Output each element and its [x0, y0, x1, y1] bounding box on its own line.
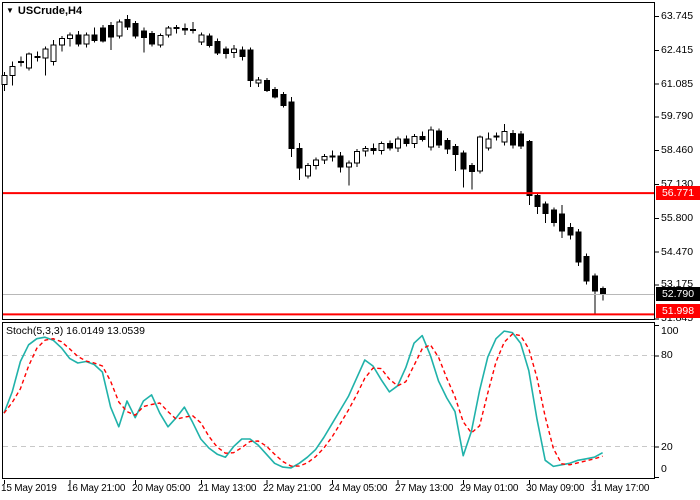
resistance-level-badge: 56.771 [656, 186, 700, 200]
time-axis-label: 21 May 13:00 [198, 483, 257, 494]
time-axis-label: 22 May 21:00 [263, 483, 322, 494]
price-axis-label: 58.460 [661, 144, 694, 156]
time-axis-label: 27 May 13:00 [395, 483, 454, 494]
time-axis-label: 30 May 09:00 [526, 483, 585, 494]
price-axis-label: 61.085 [661, 78, 694, 90]
price-axis-label: 55.800 [661, 212, 694, 224]
symbol-title-label: USCrude,H4 [17, 5, 83, 17]
stochastic-indicator-label: Stoch(5,3,3) 16.0149 13.0539 [6, 325, 145, 337]
price-axis-label: 62.415 [661, 44, 694, 56]
stochastic-axis-label: 100 [661, 325, 679, 337]
current-price-badge: 52.790 [656, 287, 700, 301]
time-axis-label: 15 May 2019 [1, 483, 57, 494]
stochastic-axis-label: 0 [661, 463, 667, 475]
stochastic-axis-label: 80 [661, 349, 673, 361]
symbol-title: ▼ USCrude,H4 [6, 5, 82, 17]
price-axis-label: 54.470 [661, 246, 694, 258]
symbol-dropdown-icon[interactable]: ▼ [6, 6, 14, 15]
time-axis-label: 16 May 21:00 [67, 483, 126, 494]
support-level-badge: 51.998 [656, 304, 700, 318]
time-axis-label: 24 May 05:00 [329, 483, 388, 494]
time-axis-label: 29 May 01:00 [460, 483, 519, 494]
price-axis-label: 59.790 [661, 110, 694, 122]
time-axis-label: 31 May 17:00 [591, 483, 650, 494]
time-axis-label: 20 May 05:00 [132, 483, 191, 494]
price-axis-label: 63.745 [661, 10, 694, 22]
stochastic-axis-label: 20 [661, 441, 673, 453]
